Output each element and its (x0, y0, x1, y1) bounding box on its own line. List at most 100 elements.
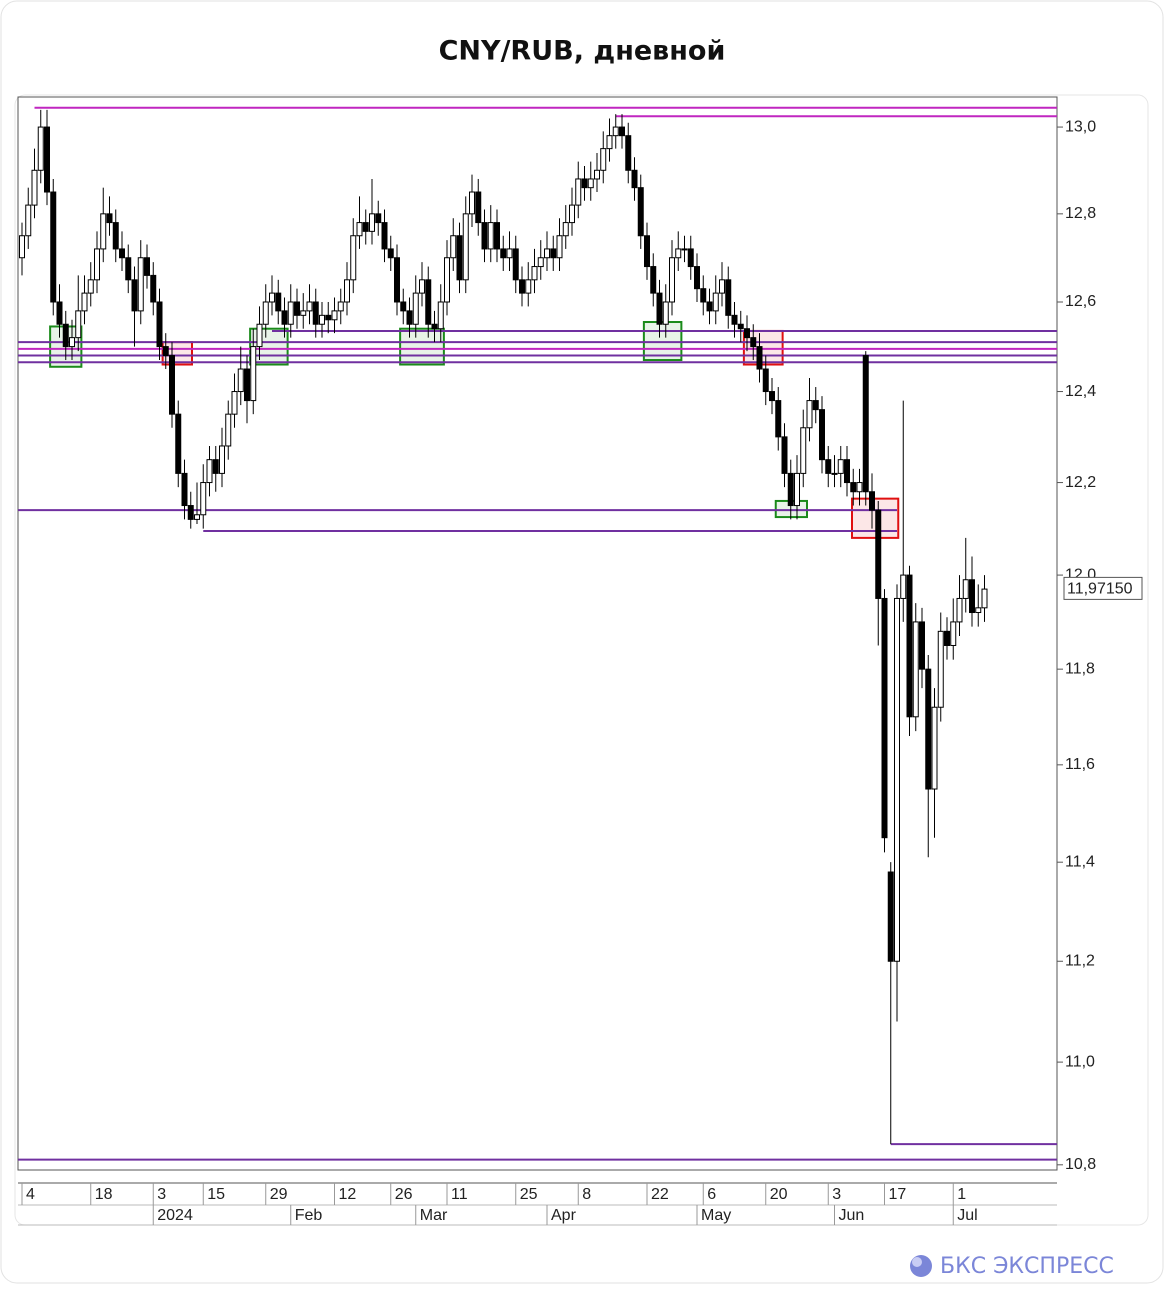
candle-body (756, 346, 763, 370)
candle-body (250, 346, 257, 402)
candle-body (625, 135, 632, 171)
candle-body (569, 204, 575, 224)
candle-body (912, 621, 919, 718)
candle-body (56, 301, 63, 325)
candle-body (175, 413, 182, 474)
candle-body (819, 409, 825, 461)
candle-body (981, 588, 988, 609)
candle-body (919, 621, 925, 670)
candle-body (269, 292, 275, 303)
candle-body (362, 222, 369, 232)
candle-body (737, 323, 744, 330)
brand-icon (910, 1255, 932, 1277)
candle-body (262, 301, 269, 325)
x-tick-label: 11 (451, 1186, 468, 1203)
candle-body (31, 169, 38, 206)
x-tick-label: 6 (707, 1186, 716, 1203)
candle-body (931, 706, 938, 790)
x-tick-label: 8 (582, 1186, 591, 1203)
x-tick-label: 25 (520, 1186, 538, 1203)
candle-body (50, 191, 57, 303)
y-tick-label: 12,6 (1065, 293, 1096, 310)
candle-body (231, 391, 238, 415)
candle-body (612, 126, 619, 137)
candle-body (44, 126, 50, 193)
zone-box (642, 321, 683, 362)
candle-body (812, 400, 819, 411)
candle-body (506, 248, 513, 259)
last-price-box (1063, 576, 1143, 600)
x-tick-label: 22 (651, 1186, 669, 1203)
candle-body (887, 871, 894, 962)
month-tick-label: Jun (839, 1207, 865, 1224)
candle-body (244, 368, 250, 402)
candle-body (369, 213, 375, 232)
candle-body (281, 310, 288, 325)
candle-body (306, 301, 313, 312)
candle-body (606, 135, 613, 150)
candle-body (150, 274, 157, 303)
month-tick-label: Mar (420, 1207, 448, 1224)
candle-body (944, 630, 950, 646)
y-tick-label: 13,0 (1065, 118, 1096, 135)
x-tick-label: 29 (270, 1186, 288, 1203)
candle-body (406, 310, 413, 325)
candle-body (412, 292, 419, 325)
candle-body (137, 257, 144, 312)
candle-body (706, 301, 713, 312)
candle-body (775, 400, 782, 438)
candle-body (144, 257, 150, 276)
candle-body (212, 459, 219, 474)
candle-body (712, 292, 719, 312)
candle-body (162, 346, 169, 357)
candle-body (181, 472, 188, 507)
candle-body (544, 248, 550, 259)
candle-body (750, 337, 757, 348)
candle-body (462, 213, 469, 281)
zone-box (742, 329, 784, 366)
candle-body (894, 597, 900, 962)
x-tick-label: 12 (339, 1186, 357, 1203)
zone-box (249, 327, 289, 366)
candle-body (850, 482, 857, 493)
candle-body (62, 323, 69, 348)
candle-body (237, 368, 244, 393)
y-tick-label: 11,2 (1065, 952, 1095, 969)
candle-body (762, 368, 769, 393)
candle-body (562, 222, 569, 237)
candle-body (450, 235, 457, 259)
candle-body (619, 126, 625, 137)
candle-body (856, 482, 863, 493)
last-price-label: 11,97150 (1067, 581, 1133, 598)
x-tick-label: 26 (395, 1186, 413, 1203)
month-tick-label: Feb (295, 1207, 323, 1224)
month-tick-label: Jul (957, 1207, 977, 1224)
candle-body (475, 191, 482, 224)
candle-body (300, 310, 307, 316)
candle-body (94, 248, 100, 281)
candle-body (631, 169, 638, 189)
candle-body (731, 314, 738, 325)
brand-icon-highlight (912, 1257, 922, 1267)
candle-body (481, 222, 488, 250)
candle-body (325, 314, 332, 321)
candle-body (381, 222, 388, 250)
candle-body (119, 248, 125, 259)
candle-body (525, 279, 532, 294)
candle-body (400, 301, 407, 312)
candle-body (787, 472, 794, 507)
candle-body (656, 292, 663, 325)
candle-body (581, 178, 588, 189)
candle-body (169, 355, 175, 415)
candle-body (650, 266, 657, 294)
x-tick-label: 3 (157, 1186, 166, 1203)
candle-body (594, 169, 600, 180)
y-tick-label: 11,6 (1065, 756, 1095, 773)
candle-body (287, 301, 294, 325)
candle-body (600, 148, 607, 171)
candle-body (25, 204, 32, 237)
candle-body (387, 248, 394, 259)
candle-body (662, 301, 669, 325)
